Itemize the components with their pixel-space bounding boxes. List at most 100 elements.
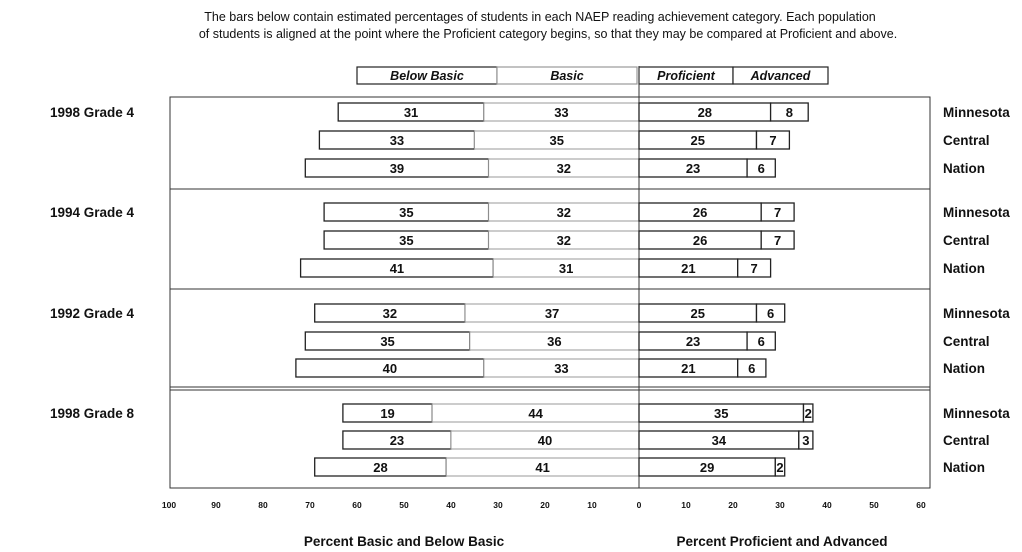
value-below-basic: 35 — [399, 205, 413, 220]
bar-advanced — [746, 331, 776, 351]
value-proficient: 25 — [691, 306, 705, 321]
value-basic: 35 — [550, 133, 564, 148]
value-advanced: 7 — [774, 205, 781, 220]
value-advanced: 6 — [748, 361, 755, 376]
value-below-basic: 35 — [399, 233, 413, 248]
value-proficient: 28 — [698, 105, 712, 120]
row-label: Minnesota — [943, 205, 1010, 220]
value-basic: 31 — [559, 261, 573, 276]
x-tick-label-left: 70 — [305, 500, 315, 510]
group-label: 1992 Grade 4 — [50, 306, 135, 321]
row-label: Minnesota — [943, 406, 1010, 421]
row-label: Central — [943, 233, 990, 248]
row-label: Nation — [943, 261, 985, 276]
value-below-basic: 35 — [380, 334, 394, 349]
bar-advanced — [755, 130, 791, 150]
legend-advanced-box — [732, 66, 829, 85]
value-advanced: 7 — [774, 233, 781, 248]
bar-advanced — [774, 457, 786, 477]
value-advanced: 8 — [786, 105, 793, 120]
value-advanced: 6 — [767, 306, 774, 321]
group-label: 1998 Grade 4 — [50, 105, 135, 120]
value-basic: 33 — [554, 361, 568, 376]
value-proficient: 25 — [691, 133, 705, 148]
x-tick-label-right: 60 — [916, 500, 926, 510]
value-proficient: 34 — [712, 433, 727, 448]
bar-advanced — [760, 230, 795, 250]
value-basic: 36 — [547, 334, 561, 349]
legend-basic-label: Basic — [550, 69, 583, 83]
x-tick-label-right: 50 — [869, 500, 879, 510]
value-below-basic: 33 — [390, 133, 404, 148]
value-basic: 32 — [557, 161, 571, 176]
bar-advanced — [737, 358, 767, 378]
value-proficient: 23 — [686, 161, 700, 176]
row-label: Nation — [943, 361, 985, 376]
x-tick-label-right: 40 — [822, 500, 832, 510]
x-tick-label-left: 100 — [162, 500, 176, 510]
value-basic: 37 — [545, 306, 559, 321]
value-advanced: 6 — [758, 161, 765, 176]
x-tick-label-left: 80 — [258, 500, 268, 510]
chart-legend: Below Basic Basic Proficient Advanced — [356, 66, 829, 85]
value-advanced: 2 — [776, 460, 783, 475]
row-label: Minnesota — [943, 306, 1010, 321]
legend-proficient-label: Proficient — [657, 69, 715, 83]
x-axis-ticks: 100 90 80 70 60 50 40 30 20 10 0 10 20 30 40 50 60 — [162, 500, 926, 510]
row-label: Central — [943, 334, 990, 349]
x-axis-label-right: Percent Proficient and Advanced — [676, 534, 887, 549]
value-advanced: 7 — [769, 133, 776, 148]
value-below-basic: 31 — [404, 105, 418, 120]
legend-advanced-label: Advanced — [750, 69, 811, 83]
value-basic: 44 — [528, 406, 543, 421]
description-line-1: The bars below contain estimated percent… — [204, 10, 876, 24]
value-advanced: 3 — [802, 433, 809, 448]
bar-advanced — [769, 102, 809, 122]
value-proficient: 26 — [693, 205, 707, 220]
group-label: 1998 Grade 8 — [50, 406, 135, 421]
value-advanced: 2 — [805, 406, 812, 421]
x-axis-label-left: Percent Basic and Below Basic — [304, 534, 505, 549]
x-tick-label-right: 0 — [637, 500, 642, 510]
plot-border — [169, 96, 931, 489]
value-below-basic: 41 — [390, 261, 404, 276]
row-label: Nation — [943, 460, 985, 475]
value-below-basic: 19 — [380, 406, 394, 421]
bar-advanced — [737, 258, 772, 278]
legend-basic-box — [496, 66, 638, 85]
legend-below-basic-label: Below Basic — [390, 69, 464, 83]
x-tick-label-left: 90 — [211, 500, 221, 510]
x-tick-label-right: 10 — [681, 500, 691, 510]
x-tick-label-left: 20 — [540, 500, 550, 510]
bar-advanced — [755, 303, 786, 323]
value-proficient: 23 — [686, 334, 700, 349]
x-tick-label-left: 60 — [352, 500, 362, 510]
value-basic: 32 — [557, 233, 571, 248]
description-line-2: of students is aligned at the point wher… — [199, 27, 897, 41]
bar-advanced — [746, 158, 776, 178]
x-tick-label-right: 30 — [775, 500, 785, 510]
group-label: 1994 Grade 4 — [50, 205, 135, 220]
value-below-basic: 23 — [390, 433, 404, 448]
value-basic: 40 — [538, 433, 552, 448]
row-label: Central — [943, 133, 990, 148]
value-proficient: 21 — [681, 261, 695, 276]
bar-advanced — [760, 202, 795, 222]
x-tick-label-right: 20 — [728, 500, 738, 510]
row-label: Central — [943, 433, 990, 448]
value-proficient: 26 — [693, 233, 707, 248]
bar-advanced — [798, 430, 814, 450]
value-below-basic: 32 — [383, 306, 397, 321]
x-tick-label-left: 50 — [399, 500, 409, 510]
row-label: Nation — [943, 161, 985, 176]
value-proficient: 21 — [681, 361, 695, 376]
x-tick-label-left: 30 — [493, 500, 503, 510]
value-below-basic: 40 — [383, 361, 397, 376]
value-proficient: 29 — [700, 460, 714, 475]
value-proficient: 35 — [714, 406, 728, 421]
value-basic: 32 — [557, 205, 571, 220]
value-below-basic: 39 — [390, 161, 404, 176]
x-tick-label-left: 40 — [446, 500, 456, 510]
